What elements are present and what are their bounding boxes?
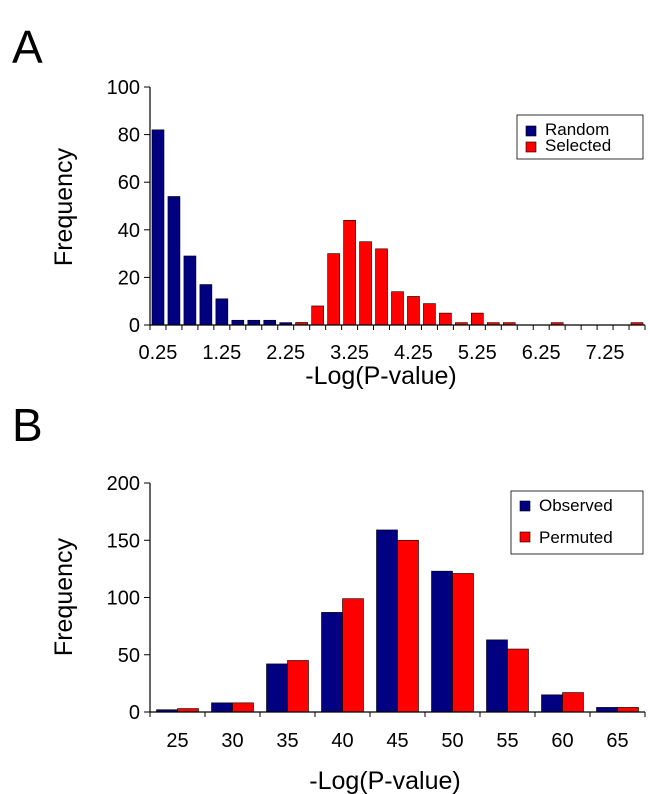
x-tick-label: 5.25 xyxy=(458,342,497,364)
x-tick-label: 50 xyxy=(441,730,463,752)
x-tick-label: 4.25 xyxy=(394,342,433,364)
panel-b: B Frequency -Log(P-value) 0 50 100 150 200 2… xyxy=(12,399,646,794)
panel-b-legend: Observed Permuted xyxy=(510,490,644,555)
y-tick-label: 100 xyxy=(107,588,140,610)
y-tick-label: 20 xyxy=(118,267,140,289)
legend-label-observed: Observed xyxy=(539,496,613,515)
x-tick-label: 25 xyxy=(166,730,188,752)
x-tick-label: 30 xyxy=(221,730,243,752)
x-tick-label: 7.25 xyxy=(586,342,625,364)
bar-random xyxy=(199,284,213,326)
bar-permuted xyxy=(232,702,254,713)
x-tick-label: 0.25 xyxy=(139,342,178,364)
x-tick-label: 2.25 xyxy=(266,342,305,364)
bar-selected xyxy=(471,312,484,326)
bar-observed xyxy=(486,639,508,713)
y-tick-label: 0 xyxy=(129,702,140,724)
y-tick-label: 0 xyxy=(129,315,140,337)
bar-selected xyxy=(311,305,324,326)
y-tick-label: 200 xyxy=(107,473,140,495)
bar-observed xyxy=(321,612,343,713)
legend-label-selected: Selected xyxy=(545,136,611,155)
x-tick-label: 3.25 xyxy=(330,342,369,364)
panel-b-xlabel: -Log(P-value) xyxy=(309,767,460,794)
panel-b-bars xyxy=(156,529,639,713)
panel-a-label: A xyxy=(12,21,43,73)
panel-b-y-ticks: 0 50 100 150 200 xyxy=(107,473,150,724)
panel-b-x-ticks: 25 30 35 40 45 50 55 60 65 xyxy=(149,712,646,752)
bar-selected xyxy=(391,291,404,326)
bar-selected xyxy=(343,219,356,326)
legend-label-random: Random xyxy=(545,120,609,139)
bar-permuted xyxy=(397,539,419,713)
bar-selected xyxy=(375,248,388,326)
panel-b-label: B xyxy=(12,399,43,451)
panel-a-y-ticks: 0 20 40 60 80 100 xyxy=(107,77,150,337)
y-tick-label: 50 xyxy=(118,645,140,667)
bar-selected xyxy=(359,241,372,326)
x-tick-label: 40 xyxy=(331,730,353,752)
x-tick-label: 55 xyxy=(496,730,518,752)
bar-observed xyxy=(596,707,618,713)
legend-swatch-observed xyxy=(519,500,531,512)
bar-random xyxy=(215,298,229,326)
bar-random xyxy=(183,255,197,326)
bar-selected xyxy=(327,253,340,326)
x-tick-label: 45 xyxy=(386,730,408,752)
legend-label-permuted: Permuted xyxy=(539,528,613,547)
legend-swatch-selected xyxy=(525,141,537,153)
panel-a-bars xyxy=(151,129,644,326)
panel-b-axes xyxy=(149,483,645,713)
x-tick-label: 35 xyxy=(276,730,298,752)
legend-swatch-permuted xyxy=(519,531,531,543)
panel-a-legend: Random Selected xyxy=(516,114,644,160)
bar-observed xyxy=(541,694,563,713)
panel-a-legend-box xyxy=(516,114,644,160)
x-tick-label: 65 xyxy=(606,730,628,752)
bar-selected xyxy=(423,303,436,326)
panel-a-axes xyxy=(149,87,645,326)
bar-permuted xyxy=(452,573,474,713)
bar-permuted xyxy=(617,707,639,713)
bar-random xyxy=(167,196,181,326)
x-tick-label: 1.25 xyxy=(202,342,241,364)
x-tick-label: 6.25 xyxy=(522,342,561,364)
panel-a-ylabel: Frequency xyxy=(50,147,78,266)
panel-a-x-ticks: 0.25 1.25 2.25 3.25 4.25 5.25 6.25 7.25 xyxy=(139,325,646,364)
bar-permuted xyxy=(342,598,364,713)
y-tick-label: 80 xyxy=(118,125,140,147)
panel-b-ylabel: Frequency xyxy=(50,537,78,656)
y-tick-label: 40 xyxy=(118,220,140,242)
bar-random xyxy=(151,129,165,326)
bar-permuted xyxy=(507,648,529,713)
y-tick-label: 100 xyxy=(107,77,140,99)
bar-random xyxy=(263,319,277,326)
panel-b-legend-box xyxy=(510,490,644,555)
y-tick-label: 150 xyxy=(107,530,140,552)
bar-permuted xyxy=(562,692,584,713)
bar-observed xyxy=(376,529,398,713)
bar-selected xyxy=(407,296,420,326)
bar-observed xyxy=(266,663,288,713)
bar-selected xyxy=(439,312,452,326)
bar-permuted xyxy=(287,660,309,713)
bar-observed xyxy=(431,570,453,713)
legend-swatch-random xyxy=(525,125,537,137)
panel-a: A Frequency -Log(P-value) 0 20 40 60 80 100 0… xyxy=(12,21,646,390)
bar-random xyxy=(247,319,261,326)
bar-random xyxy=(231,319,245,326)
x-tick-label: 60 xyxy=(551,730,573,752)
panel-a-xlabel: -Log(P-value) xyxy=(305,362,456,390)
y-tick-label: 60 xyxy=(118,172,140,194)
bar-observed xyxy=(211,702,233,713)
